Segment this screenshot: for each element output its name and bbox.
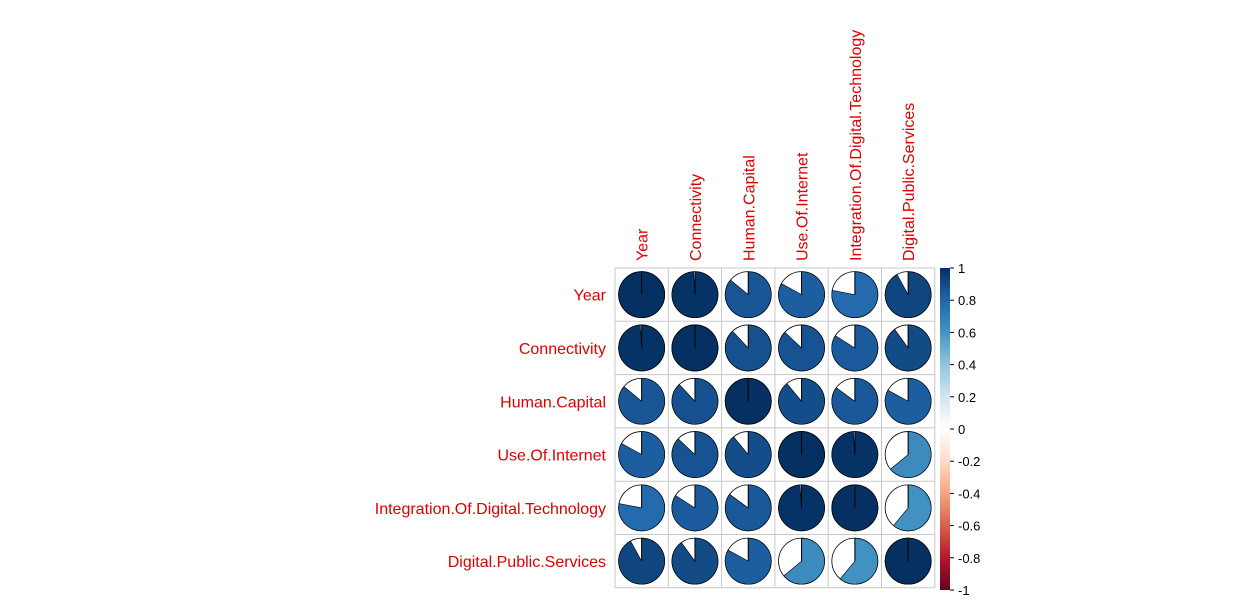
pie-slice xyxy=(618,484,665,532)
pie-slice xyxy=(893,484,932,532)
pie-cell-Integration.Of.Digital.Technology-Use.Of.Internet xyxy=(778,484,825,532)
pie-cell-Year-Human.Capital xyxy=(724,271,772,319)
colorbar-tick-label: 0.8 xyxy=(958,293,976,308)
pie-cell-Integration.Of.Digital.Technology-Year xyxy=(618,484,666,532)
colorbar: 1 0.8 0.6 0.4 0.2 0 -0.2 -0.4 -0.6 -0.8 -1 xyxy=(940,261,980,598)
colorbar-tick-label: 1 xyxy=(958,261,965,276)
row-label: Digital.Public.Services xyxy=(448,554,606,571)
colorbar-tick-label: -0.8 xyxy=(958,551,980,566)
pie-slice xyxy=(618,377,665,425)
pie-cell-Use.Of.Internet-Year xyxy=(618,431,666,478)
row-label: Connectivity xyxy=(519,341,606,358)
pie-cell-Human.Capital-Connectivity xyxy=(671,377,719,425)
colorbar-tick-label: -0.6 xyxy=(958,519,980,534)
column-label: Use.Of.Internet xyxy=(795,152,812,261)
pie-slice xyxy=(724,271,772,318)
pie-slice xyxy=(618,431,665,478)
pie-slice xyxy=(778,271,825,318)
pie-cell-Human.Capital-Human.Capital xyxy=(724,377,772,425)
column-label: Integration.Of.Digital.Technology xyxy=(848,30,865,261)
pie-slice xyxy=(783,537,825,585)
row-label: Year xyxy=(574,288,607,305)
pie-cell-Year-Digital.Public.Services xyxy=(884,271,932,319)
pie-cell-Integration.Of.Digital.Technology-Integration.Of.Digital.Technology xyxy=(831,484,879,532)
pie-cell-Use.Of.Internet-Connectivity xyxy=(671,431,719,478)
pie-cell-Digital.Public.Services-Human.Capital xyxy=(724,537,772,585)
plot-grid xyxy=(614,267,936,589)
pie-cell-Human.Capital-Digital.Public.Services xyxy=(884,377,932,425)
colorbar-tick-label: 0.2 xyxy=(958,390,976,405)
pie-cell-Digital.Public.Services-Integration.Of.Digital.Technology xyxy=(831,537,879,585)
row-label: Human.Capital xyxy=(500,394,606,411)
pie-cell-Year-Integration.Of.Digital.Technology xyxy=(831,271,879,319)
pie-cell-Connectivity-Connectivity xyxy=(671,324,719,372)
column-label: Digital.Public.Services xyxy=(901,103,918,261)
row-label: Integration.Of.Digital.Technology xyxy=(375,501,606,518)
pie-slice xyxy=(890,431,932,478)
pie-slice xyxy=(724,537,772,585)
pie-cell-Use.Of.Internet-Human.Capital xyxy=(724,431,772,478)
pie-cell-Connectivity-Human.Capital xyxy=(724,324,772,372)
pie-cell-Digital.Public.Services-Year xyxy=(618,537,666,585)
pie-cell-Connectivity-Digital.Public.Services xyxy=(884,324,932,372)
colorbar-tick-label: 0.6 xyxy=(958,325,976,340)
row-labels: Year Connectivity Human.Capital Use.Of.Inte… xyxy=(375,288,607,572)
column-label: Year xyxy=(635,228,652,261)
colorbar-tick-label: -0.4 xyxy=(958,486,980,501)
colorbar-tick-label: 0 xyxy=(958,422,965,437)
pie-cell-Digital.Public.Services-Use.Of.Internet xyxy=(778,537,825,585)
colorbar-tick-label: -0.2 xyxy=(958,454,980,469)
pie-cell-Human.Capital-Use.Of.Internet xyxy=(778,377,825,425)
pie-cell-Integration.Of.Digital.Technology-Human.Capital xyxy=(724,484,772,532)
pie-cell-Connectivity-Integration.Of.Digital.Technology xyxy=(831,324,879,372)
pie-cell-Integration.Of.Digital.Technology-Digital.Public.Services xyxy=(884,484,932,532)
colorbar-tick-label: -1 xyxy=(958,583,970,598)
pie-cell-Connectivity-Year xyxy=(618,324,666,372)
pie-cell-Use.Of.Internet-Digital.Public.Services xyxy=(884,431,932,478)
pie-cell-Year-Year xyxy=(618,271,666,319)
column-label: Connectivity xyxy=(688,174,705,261)
pie-slice xyxy=(839,537,879,585)
pie-cell-Connectivity-Use.Of.Internet xyxy=(778,324,825,372)
column-label: Human.Capital xyxy=(741,155,758,261)
pie-cells xyxy=(618,271,932,585)
pie-cell-Human.Capital-Year xyxy=(618,377,666,425)
pie-cell-Year-Use.Of.Internet xyxy=(778,271,825,319)
colorbar-tick-label: 0.4 xyxy=(958,358,976,373)
pie-slice xyxy=(778,377,825,425)
column-labels: Year Connectivity Human.Capital Use.Of.Inte… xyxy=(635,30,919,261)
pie-slice xyxy=(884,377,932,425)
pie-slice xyxy=(724,431,772,478)
pie-cell-Year-Connectivity xyxy=(671,271,719,319)
colorbar-gradient xyxy=(940,268,950,590)
row-label: Use.Of.Internet xyxy=(498,448,607,465)
pie-cell-Digital.Public.Services-Digital.Public.Services xyxy=(884,537,932,585)
pie-cell-Use.Of.Internet-Use.Of.Internet xyxy=(778,431,825,478)
pie-slice xyxy=(831,271,879,318)
pie-cell-Human.Capital-Integration.Of.Digital.Technology xyxy=(831,377,879,425)
pie-cell-Use.Of.Internet-Integration.Of.Digital.Technology xyxy=(831,431,879,478)
pie-cell-Integration.Of.Digital.Technology-Connectivity xyxy=(671,484,719,532)
pie-cell-Digital.Public.Services-Connectivity xyxy=(671,537,719,585)
